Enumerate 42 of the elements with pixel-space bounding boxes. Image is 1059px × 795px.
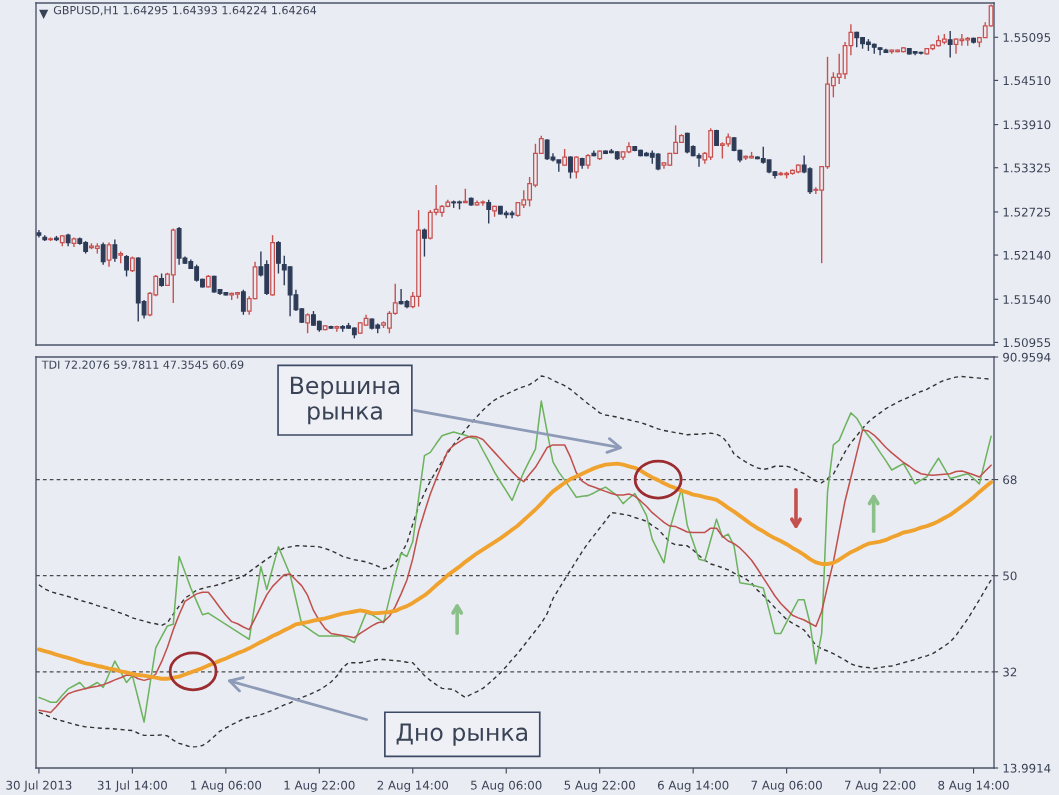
x-tick-label: 5 Aug 22:00 <box>564 780 635 792</box>
candlestick <box>947 30 953 59</box>
x-tick-label: 1 Aug 22:00 <box>284 780 355 792</box>
x-tick-label: 7 Aug 06:00 <box>751 780 822 792</box>
y-tick-label: 68 <box>1003 475 1017 485</box>
chart-title: TDI 72.2076 59.7811 47.3545 60.69 <box>41 360 244 369</box>
chart-title: GBPUSD,H1 1.64295 1.64393 1.64224 1.64264 <box>53 5 317 16</box>
line-series <box>38 375 992 627</box>
annotation: Дно рынка <box>396 723 527 746</box>
candlestick <box>305 312 311 334</box>
y-tick-label: 90.9594 <box>1003 352 1051 362</box>
annotation: Вершина рынка <box>290 376 400 425</box>
y-tick-label: 1.51540 <box>1003 295 1051 304</box>
candlestick <box>573 155 579 180</box>
x-tick-label: 6 Aug 14:00 <box>657 780 729 792</box>
x-tick-label: 8 Aug 14:00 <box>938 780 1009 792</box>
candlestick <box>568 155 573 180</box>
candlestick <box>240 289 246 316</box>
y-tick-label: 1.52140 <box>1003 250 1051 260</box>
y-tick-label: 13.9914 <box>1003 763 1051 773</box>
line-series <box>36 461 994 681</box>
candlestick <box>124 254 129 278</box>
y-tick-label: 1.55095 <box>1003 33 1051 42</box>
x-tick-label: 7 Aug 22:00 <box>845 780 916 792</box>
y-tick-label: 1.50955 <box>1003 338 1051 348</box>
y-tick-label: 50 <box>1003 571 1017 581</box>
x-tick-label: 31 Jul 14:00 <box>97 780 167 792</box>
candlestick <box>275 240 281 275</box>
candlestick <box>422 227 427 258</box>
y-tick-label: 32 <box>1003 667 1017 677</box>
y-tick-label: 1.52725 <box>1003 207 1051 217</box>
x-tick-label: 5 Aug 06:00 <box>471 780 542 792</box>
x-tick-label: 1 Aug 06:00 <box>191 780 262 792</box>
candlestick <box>112 238 118 263</box>
line-series <box>38 512 992 748</box>
y-tick-label: 1.53910 <box>1003 120 1051 130</box>
x-tick-label: 30 Jul 2013 <box>6 780 72 792</box>
y-tick-label: 1.53325 <box>1003 163 1051 173</box>
candlestick <box>100 241 106 266</box>
candlestick <box>486 199 492 225</box>
x-tick-label: 2 Aug 14:00 <box>377 780 449 792</box>
y-tick-label: 1.54510 <box>1003 76 1051 86</box>
